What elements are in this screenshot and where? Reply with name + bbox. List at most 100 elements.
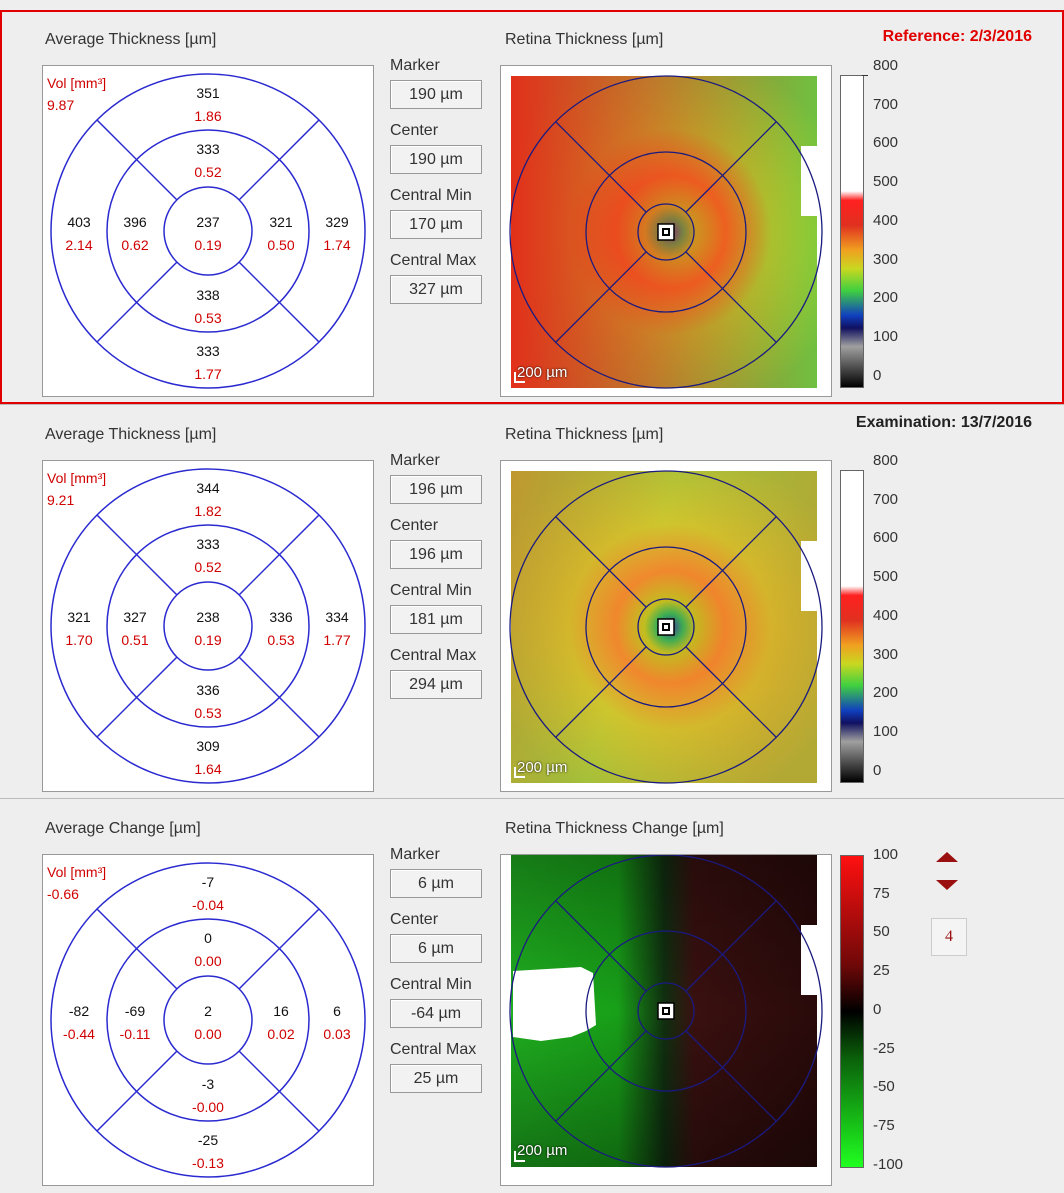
colorbar-tick: 100 — [873, 328, 899, 345]
sector-inner-left: -69 -0.11 — [119, 1003, 151, 1042]
etdrs-grid[interactable]: Vol [mm³] 9.87 351 1.86 333 0.52 403 2.14 3… — [42, 65, 374, 397]
central-max-field: 327 µm — [390, 275, 482, 304]
triangle-down-icon[interactable] — [936, 880, 958, 890]
etdrs-grid[interactable]: Vol [mm³] 9.21 344 1.82 333 0.52 321 1.70 3… — [42, 460, 374, 792]
sector-center: 2 0.00 — [194, 1003, 222, 1042]
colorbar-tick: 0 — [873, 367, 882, 384]
colorbar-tick: 300 — [873, 646, 899, 663]
etdrs-grid-lines — [50, 73, 366, 389]
thickness-map-image — [509, 75, 831, 389]
map-scale-label: 200 µm — [517, 364, 568, 381]
thickness-colorbar — [840, 470, 864, 783]
colorbar-tick: 700 — [873, 96, 899, 113]
central-min-field: -64 µm — [390, 999, 482, 1028]
volume-readout: Vol [mm³] 9.87 — [47, 72, 106, 116]
colorbar-tick: 800 — [873, 57, 899, 74]
central-max-field: 294 µm — [390, 670, 482, 699]
sector-outer-top: 351 1.86 — [194, 85, 222, 124]
sector-inner-top: 333 0.52 — [194, 536, 222, 575]
sector-outer-left: 321 1.70 — [65, 609, 93, 648]
central-max-field: 25 µm — [390, 1064, 482, 1093]
map-title: Retina Thickness [µm] — [505, 31, 664, 48]
change-section: Average Change [µm] Vol [mm³] -0.66 -7 -0… — [0, 798, 1064, 1193]
colorbar-tick: 75 — [873, 885, 890, 902]
vol-value: 9.87 — [47, 97, 75, 113]
colorbar-tick: 400 — [873, 607, 899, 624]
sector-outer-right: 334 1.77 — [323, 609, 351, 648]
colorbar-tick: 800 — [873, 452, 899, 469]
etdrs-grid-lines — [50, 468, 366, 784]
thickness-map-image — [509, 470, 831, 784]
sector-inner-bottom: -3 -0.00 — [192, 1076, 224, 1115]
vol-label: Vol [mm³] — [47, 470, 107, 486]
sector-center: 238 0.19 — [194, 609, 222, 648]
triangle-up-icon[interactable] — [936, 852, 958, 862]
thickness-change-map[interactable]: 200 µm — [500, 854, 832, 1186]
sector-inner-bottom: 338 0.53 — [194, 287, 222, 326]
central-max-label: Central Max — [390, 252, 477, 269]
change-colorbar — [840, 855, 864, 1168]
center-label: Center — [390, 911, 439, 928]
reference-section: Reference: 2/3/2016 Average Thickness [µ… — [0, 10, 1064, 404]
colorbar-tick: 200 — [873, 289, 899, 306]
sector-outer-bottom: 309 1.64 — [194, 738, 222, 777]
sector-outer-right: 6 0.03 — [323, 1003, 351, 1042]
colorbar-tick: 200 — [873, 684, 899, 701]
map-scale-label: 200 µm — [517, 759, 568, 776]
map-title: Retina Thickness Change [µm] — [505, 820, 724, 837]
thickness-map[interactable]: 200 µm — [500, 65, 832, 397]
sector-inner-left: 396 0.62 — [121, 214, 149, 253]
sector-outer-bottom: 333 1.77 — [194, 343, 222, 382]
chart-title: Average Thickness [µm] — [45, 426, 217, 443]
colorbar-tick: -50 — [873, 1078, 895, 1095]
marker-label: Marker — [390, 846, 440, 863]
colorbar-tick: -25 — [873, 1040, 895, 1057]
sector-inner-top: 0 0.00 — [194, 930, 222, 969]
sector-center: 237 0.19 — [194, 214, 222, 253]
section-date-label: Reference: 2/3/2016 — [882, 28, 1032, 45]
sector-inner-top: 333 0.52 — [194, 141, 222, 180]
marker-field: 6 µm — [390, 869, 482, 898]
colorbar-tick: 600 — [873, 134, 899, 151]
colorbar-tick: 400 — [873, 212, 899, 229]
volume-readout: Vol [mm³] 9.21 — [47, 467, 106, 511]
colorbar-tick: 300 — [873, 251, 899, 268]
center-label: Center — [390, 122, 439, 139]
central-min-label: Central Min — [390, 187, 472, 204]
colorbar-tick: 100 — [873, 723, 899, 740]
colorbar-tick: 700 — [873, 491, 899, 508]
central-min-field: 170 µm — [390, 210, 482, 239]
section-date-label: Examination: 13/7/2016 — [855, 414, 1032, 431]
colorbar-tick: 0 — [873, 762, 882, 779]
colorbar-tick: 50 — [873, 923, 890, 940]
sector-inner-right: 321 0.50 — [267, 214, 295, 253]
center-field: 190 µm — [390, 145, 482, 174]
thickness-change-map-image — [509, 855, 831, 1168]
sector-inner-left: 327 0.51 — [121, 609, 149, 648]
colorbar-tick: 100 — [873, 846, 899, 863]
chart-title: Average Thickness [µm] — [45, 31, 217, 48]
map-scale-label: 200 µm — [517, 1142, 568, 1159]
colorbar-tick: 25 — [873, 962, 890, 979]
central-min-label: Central Min — [390, 976, 472, 993]
examination-section: Examination: 13/7/2016 Average Thickness… — [0, 404, 1064, 799]
thickness-map[interactable]: 200 µm — [500, 460, 832, 792]
colorbar-tick: 600 — [873, 529, 899, 546]
colorbar-tick: 500 — [873, 568, 899, 585]
step-value-field[interactable]: 4 — [931, 918, 967, 956]
etdrs-grid[interactable]: Vol [mm³] -0.66 -7 -0.04 0 0.00 -82 -0.44 -… — [42, 854, 374, 1186]
central-max-label: Central Max — [390, 647, 477, 664]
map-title: Retina Thickness [µm] — [505, 426, 664, 443]
tick-mark — [862, 75, 868, 76]
volume-readout: Vol [mm³] -0.66 — [47, 861, 106, 905]
vol-label: Vol [mm³] — [47, 864, 107, 880]
vol-label: Vol [mm³] — [47, 75, 107, 91]
sector-inner-bottom: 336 0.53 — [194, 682, 222, 721]
central-max-label: Central Max — [390, 1041, 477, 1058]
colorbar-tick: 500 — [873, 173, 899, 190]
sector-outer-bottom: -25 -0.13 — [192, 1132, 224, 1171]
vol-value: 9.21 — [47, 492, 75, 508]
sector-outer-left: -82 -0.44 — [63, 1003, 95, 1042]
central-min-label: Central Min — [390, 582, 472, 599]
thickness-colorbar — [840, 75, 864, 388]
